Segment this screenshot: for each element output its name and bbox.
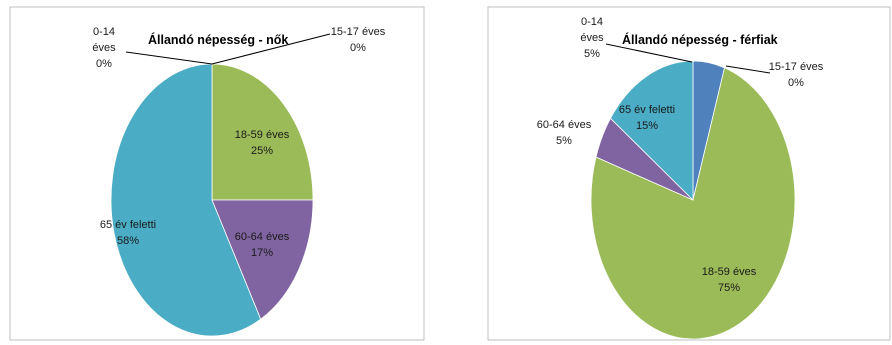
- leader-line: [211, 33, 331, 65]
- pie-chart-men: Állandó népesség - férfiak 0-14 éves 5% 15-1…: [487, 6, 891, 341]
- pie-slice-65-év-feletti: [609, 60, 694, 201]
- data-label: 15-17 éves 0%: [769, 61, 824, 89]
- pie-slice-65-év-feletti: [110, 63, 262, 337]
- data-label: 18-59 éves 25%: [235, 129, 290, 157]
- data-label: 15-17 éves 0%: [331, 26, 386, 54]
- data-label: 65 év feletti 58%: [100, 219, 156, 247]
- pie-chart-women: Állandó népesség - nők 0-14 éves 0% 15-17 év…: [9, 6, 425, 341]
- chart-title: Állandó népesség - nők: [148, 32, 288, 47]
- chart-frame: [487, 6, 891, 341]
- pie-slice-18-59-éves: [211, 63, 314, 201]
- leader-line: [605, 43, 693, 63]
- data-label: 60-64 éves 17%: [235, 231, 290, 259]
- chart-panel-men: Állandó népesség - férfiak 0-14 éves 5% 15-1…: [446, 0, 892, 345]
- data-label: 0-14 éves 0%: [92, 26, 116, 70]
- data-label: 60-64 éves 5%: [537, 119, 592, 147]
- pie-slice-60-64-éves: [211, 199, 314, 320]
- data-label: 0-14 éves 5%: [580, 16, 604, 60]
- chart-title: Állandó népesség - férfiak: [622, 32, 778, 47]
- chart-panel-women: Állandó népesség - nők 0-14 éves 0% 15-17 év…: [0, 0, 440, 345]
- chart-frame: [9, 6, 425, 341]
- leader-line: [125, 51, 213, 65]
- leader-line: [725, 65, 771, 74]
- data-label: 65 év feletti 15%: [619, 104, 675, 132]
- pie-slice-18-59-éves: [590, 67, 796, 340]
- data-label: 18-59 éves 75%: [702, 266, 757, 294]
